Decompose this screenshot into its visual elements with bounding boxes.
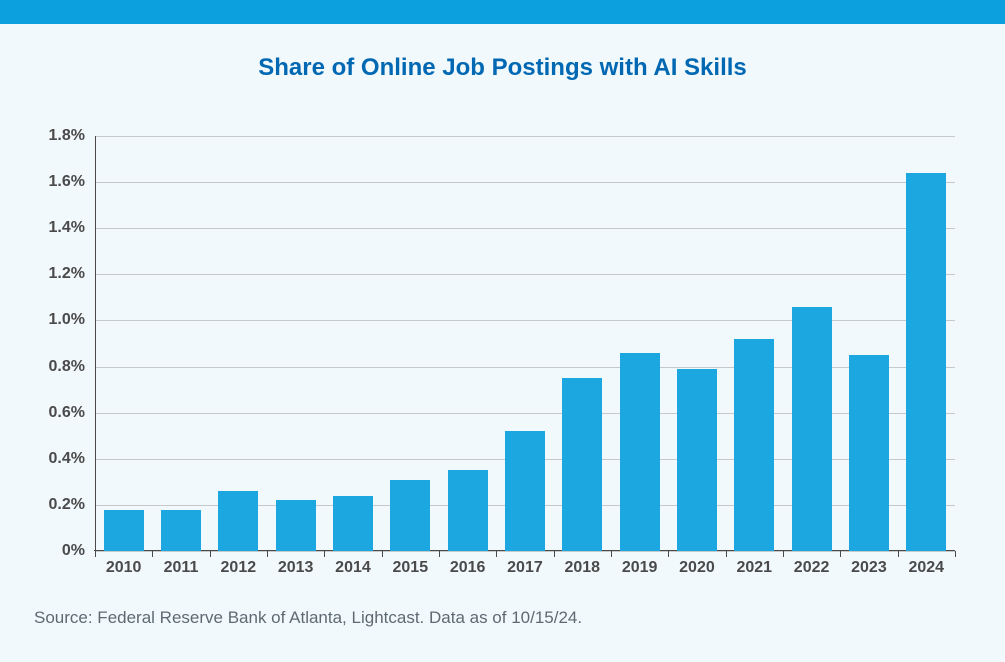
x-tick-label: 2016 — [450, 551, 486, 577]
bar — [734, 339, 774, 551]
x-tick-mark — [382, 551, 383, 557]
y-tick-label: 1.8% — [49, 127, 95, 145]
bar — [677, 369, 717, 551]
y-tick-label: 0% — [62, 542, 95, 560]
plot-area: 0%0.2%0.4%0.6%0.8%1.0%1.2%1.4%1.6%1.8% 2… — [95, 136, 955, 551]
x-tick-mark — [210, 551, 211, 557]
bar — [505, 431, 545, 551]
x-tick-label: 2014 — [335, 551, 371, 577]
bar-slot: 2014 — [324, 136, 381, 551]
bar — [849, 355, 889, 551]
x-tick-label: 2011 — [164, 551, 199, 577]
x-tick-mark — [496, 551, 497, 557]
bar-slot: 2011 — [152, 136, 209, 551]
bar-slot: 2022 — [783, 136, 840, 551]
bar-slot: 2021 — [726, 136, 783, 551]
x-tick-label: 2015 — [393, 551, 429, 577]
x-tick-mark — [783, 551, 784, 557]
bar-slot: 2016 — [439, 136, 496, 551]
bar — [792, 307, 832, 551]
bars-container: 2010201120122013201420152016201720182019… — [95, 136, 955, 551]
source-note: Source: Federal Reserve Bank of Atlanta,… — [34, 608, 582, 628]
bar — [161, 510, 201, 552]
x-tick-mark — [726, 551, 727, 557]
y-tick-label: 0.4% — [49, 450, 95, 468]
x-tick-label: 2018 — [564, 551, 600, 577]
bar — [906, 173, 946, 551]
x-tick-mark — [324, 551, 325, 557]
x-tick-label: 2013 — [278, 551, 314, 577]
y-tick-label: 0.2% — [49, 496, 95, 514]
x-tick-mark — [554, 551, 555, 557]
bar-slot: 2020 — [668, 136, 725, 551]
x-tick-label: 2022 — [794, 551, 830, 577]
bar — [276, 500, 316, 551]
y-tick-label: 1.2% — [49, 265, 95, 283]
x-tick-label: 2023 — [851, 551, 887, 577]
bar-slot: 2024 — [898, 136, 955, 551]
bar — [333, 496, 373, 551]
x-tick-mark — [898, 551, 899, 557]
bar — [448, 470, 488, 551]
bar — [218, 491, 258, 551]
bar-slot: 2015 — [382, 136, 439, 551]
x-tick-mark — [840, 551, 841, 557]
x-tick-mark — [95, 551, 96, 557]
x-tick-label: 2012 — [221, 551, 257, 577]
bar-slot: 2017 — [496, 136, 553, 551]
x-tick-mark — [152, 551, 153, 557]
x-tick-label: 2017 — [507, 551, 543, 577]
bar — [390, 480, 430, 551]
x-tick-mark — [668, 551, 669, 557]
y-tick-label: 1.4% — [49, 219, 95, 237]
x-tick-mark — [955, 551, 956, 557]
y-tick-label: 0.8% — [49, 358, 95, 376]
bar-slot: 2023 — [840, 136, 897, 551]
x-tick-label: 2024 — [908, 551, 944, 577]
x-tick-mark — [439, 551, 440, 557]
y-tick-label: 1.6% — [49, 173, 95, 191]
x-tick-label: 2010 — [106, 551, 142, 577]
bar-slot: 2018 — [554, 136, 611, 551]
bar — [104, 510, 144, 552]
chart-panel: Share of Online Job Postings with AI Ski… — [0, 24, 1005, 662]
bar-slot: 2012 — [210, 136, 267, 551]
x-tick-label: 2021 — [736, 551, 772, 577]
y-tick-label: 1.0% — [49, 311, 95, 329]
bar — [562, 378, 602, 551]
y-tick-label: 0.6% — [49, 404, 95, 422]
chart-title: Share of Online Job Postings with AI Ski… — [0, 24, 1005, 82]
bar — [620, 353, 660, 551]
bar-slot: 2010 — [95, 136, 152, 551]
top-accent-bar — [0, 0, 1005, 24]
x-tick-label: 2019 — [622, 551, 658, 577]
x-tick-mark — [267, 551, 268, 557]
bar-slot: 2019 — [611, 136, 668, 551]
x-tick-mark — [611, 551, 612, 557]
bar-slot: 2013 — [267, 136, 324, 551]
x-tick-label: 2020 — [679, 551, 715, 577]
